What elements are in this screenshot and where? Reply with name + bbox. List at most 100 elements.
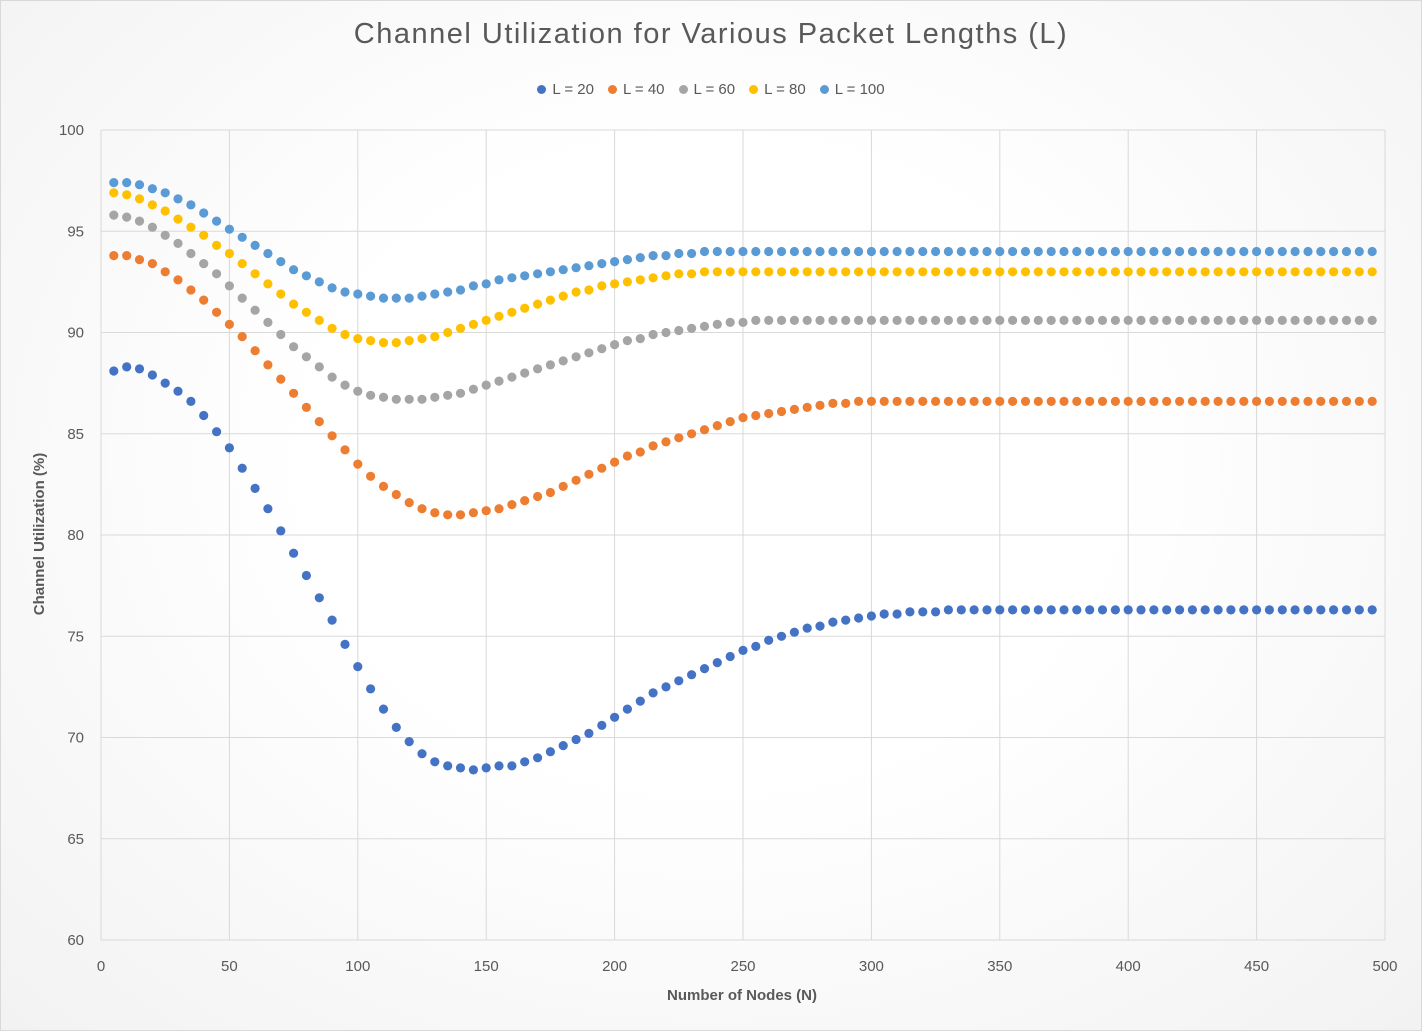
data-point	[109, 188, 119, 198]
data-point	[224, 443, 234, 453]
data-point	[109, 251, 119, 261]
data-point	[276, 526, 286, 536]
data-point	[1162, 267, 1172, 277]
data-point	[687, 323, 697, 333]
legend-label: L = 40	[622, 80, 665, 98]
legend-item: L = 40	[607, 78, 665, 100]
data-point	[1097, 315, 1108, 325]
data-point	[943, 267, 954, 277]
data-point	[995, 605, 1005, 615]
data-point	[918, 315, 928, 325]
data-point	[1367, 605, 1377, 615]
data-point	[738, 317, 748, 327]
data-point	[571, 475, 581, 485]
data-point	[289, 265, 299, 275]
data-point	[391, 293, 401, 303]
y-tick-label: 70	[67, 730, 84, 747]
data-point	[905, 315, 915, 325]
data-point	[263, 248, 273, 259]
data-point	[1277, 267, 1287, 277]
data-point	[430, 392, 440, 402]
data-point	[558, 265, 568, 275]
data-point	[584, 728, 594, 739]
data-point	[199, 295, 209, 305]
data-point	[674, 676, 684, 686]
data-point	[366, 684, 376, 694]
data-point	[1123, 605, 1133, 615]
data-point	[430, 757, 440, 767]
data-point	[289, 299, 299, 309]
data-point	[520, 496, 530, 506]
data-point	[1200, 605, 1210, 615]
data-point	[301, 402, 311, 412]
data-point	[289, 388, 299, 398]
data-point	[186, 285, 196, 295]
data-point	[533, 753, 543, 763]
data-point	[1290, 396, 1300, 406]
data-point	[301, 570, 311, 581]
data-point	[366, 291, 376, 301]
data-point	[982, 605, 992, 615]
data-point	[1175, 396, 1185, 406]
data-point	[931, 246, 941, 257]
data-point	[1072, 605, 1082, 615]
data-point	[789, 267, 800, 277]
legend-label: L = 100	[834, 80, 885, 98]
data-point	[1239, 315, 1249, 325]
series-3	[109, 188, 1377, 348]
data-point	[1162, 396, 1172, 406]
data-point	[366, 390, 376, 400]
data-point	[789, 315, 800, 325]
data-point	[545, 360, 556, 370]
data-point	[687, 248, 697, 259]
data-point	[366, 336, 376, 346]
data-point	[1239, 396, 1249, 406]
data-point	[635, 696, 645, 706]
data-point	[212, 269, 222, 279]
data-point	[199, 259, 209, 269]
data-point	[1175, 246, 1185, 257]
data-point	[391, 489, 401, 500]
data-point	[289, 548, 299, 558]
data-point	[378, 338, 389, 348]
data-point	[160, 230, 170, 240]
data-point	[340, 445, 350, 455]
data-point	[443, 761, 453, 771]
data-point	[1020, 315, 1031, 325]
data-point	[1213, 246, 1223, 257]
data-point	[815, 621, 825, 631]
data-point	[635, 253, 645, 263]
data-point	[1213, 267, 1223, 277]
data-point	[199, 208, 209, 218]
data-point	[430, 332, 440, 342]
data-point	[931, 315, 941, 325]
data-point	[1136, 315, 1146, 325]
data-point	[468, 765, 478, 775]
data-point	[314, 417, 324, 427]
x-tick-label: 350	[987, 958, 1012, 975]
data-point	[584, 469, 594, 479]
data-point	[1149, 605, 1159, 615]
data-point	[1046, 396, 1056, 406]
data-point	[584, 285, 594, 295]
data-point	[969, 246, 979, 257]
data-point	[879, 609, 889, 619]
data-point	[1252, 396, 1262, 406]
data-point	[802, 246, 812, 257]
data-point	[712, 421, 722, 431]
data-point	[186, 200, 196, 210]
data-point	[969, 605, 979, 615]
data-point	[1329, 396, 1339, 406]
data-point	[237, 293, 247, 303]
data-point	[173, 386, 183, 396]
data-point	[340, 380, 350, 390]
data-point	[1136, 396, 1146, 406]
data-point	[764, 246, 774, 257]
data-point	[1085, 267, 1095, 277]
data-point	[314, 277, 324, 287]
data-point	[1264, 605, 1274, 615]
data-point	[353, 459, 363, 469]
data-point	[879, 246, 889, 257]
data-point	[366, 471, 376, 481]
data-point	[481, 763, 491, 773]
